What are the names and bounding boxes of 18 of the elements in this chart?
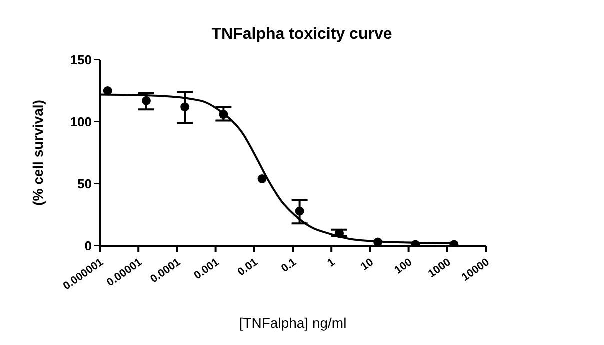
y-tick-label: 0 <box>84 238 92 254</box>
point <box>258 174 267 184</box>
y-tick-label: 100 <box>70 114 92 130</box>
chart-title: TNFalpha toxicity curve <box>210 26 394 45</box>
point <box>374 238 383 246</box>
x-tick-label: 1 <box>326 256 338 270</box>
x-tick-label: 0.1 <box>279 256 299 276</box>
x-tick-label: 10 <box>359 256 376 274</box>
point <box>142 96 151 106</box>
point <box>180 102 190 112</box>
x-tick-label: 0.01 <box>236 256 260 279</box>
y-tick-label: 50 <box>78 176 92 192</box>
point <box>219 110 228 120</box>
point <box>295 206 304 216</box>
y-axis-title: (% cell survival) <box>30 100 46 206</box>
x-axis-title: [TNFalpha] ng/ml <box>239 315 347 331</box>
x-tick-label: 100 <box>392 256 415 277</box>
y-tick-label: 150 <box>70 52 92 68</box>
